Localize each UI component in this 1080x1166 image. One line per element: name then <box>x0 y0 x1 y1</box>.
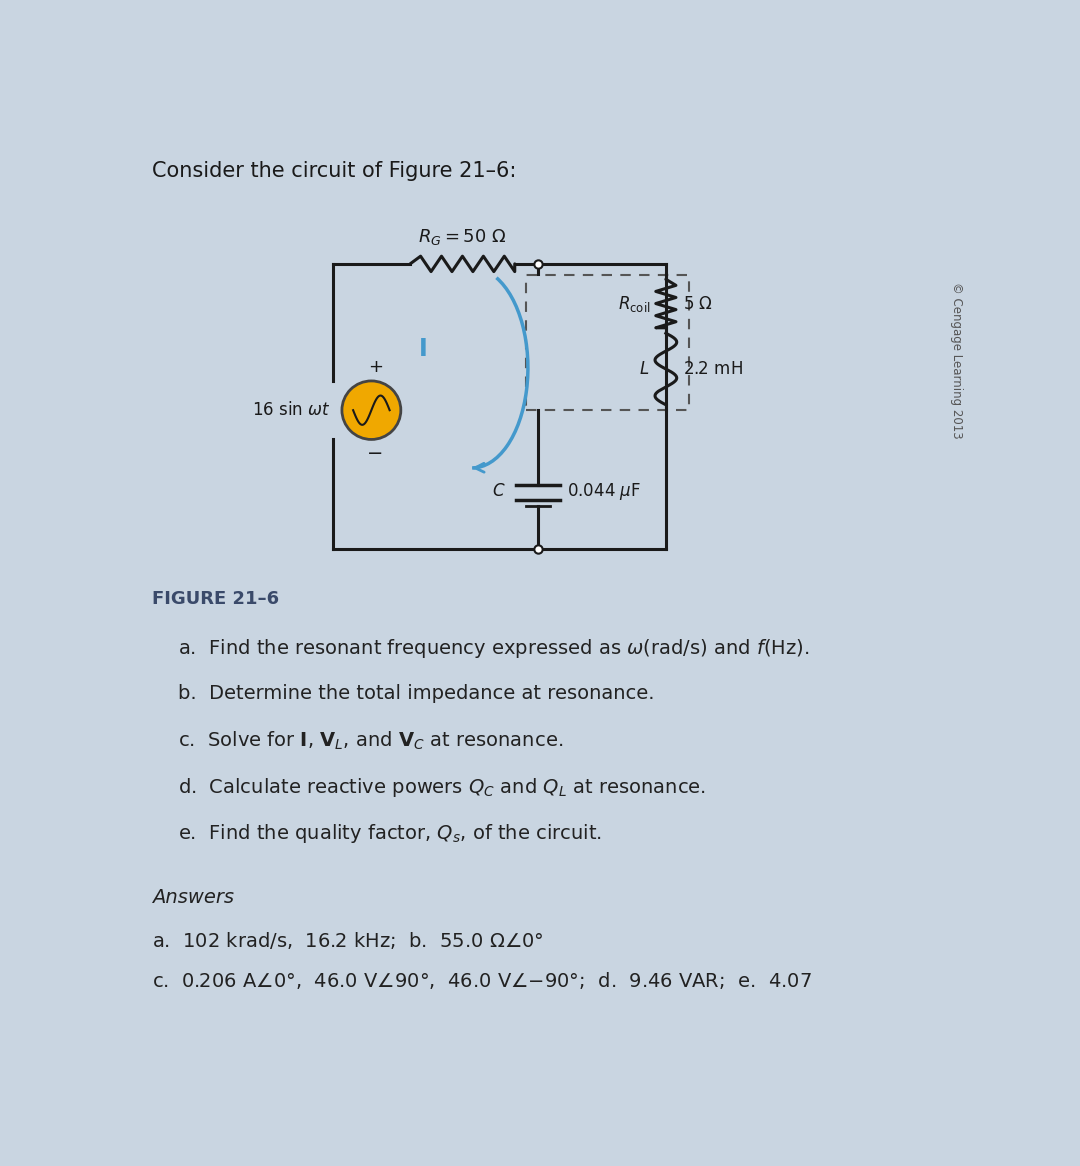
Text: a.  Find the resonant frequency expressed as $\omega$(rad/s) and $f$(Hz).: a. Find the resonant frequency expressed… <box>177 638 809 660</box>
Text: c.  0.206 A$\angle$0°,  46.0 V$\angle$90°,  46.0 V$\angle$$-$90°;  d.  9.46 VAR;: c. 0.206 A$\angle$0°, 46.0 V$\angle$90°,… <box>152 970 812 991</box>
Text: $5\ \Omega$: $5\ \Omega$ <box>683 295 713 312</box>
Text: a.  102 krad/s,  16.2 kHz;  b.  55.0 $\Omega\angle$0°: a. 102 krad/s, 16.2 kHz; b. 55.0 $\Omega… <box>152 930 544 951</box>
Text: Consider the circuit of Figure 21–6:: Consider the circuit of Figure 21–6: <box>152 161 516 182</box>
Text: $R_G = 50\ \Omega$: $R_G = 50\ \Omega$ <box>418 227 507 247</box>
Text: © Cengage Learning 2013: © Cengage Learning 2013 <box>950 282 963 438</box>
Text: d.  Calculate reactive powers $Q_C$ and $Q_L$ at resonance.: d. Calculate reactive powers $Q_C$ and $… <box>177 775 705 799</box>
Text: $2.2\ \mathrm{mH}$: $2.2\ \mathrm{mH}$ <box>683 360 743 378</box>
Circle shape <box>342 381 401 440</box>
Text: e.  Find the quality factor, $Q_s$, of the circuit.: e. Find the quality factor, $Q_s$, of th… <box>177 822 602 845</box>
Text: $C$: $C$ <box>491 482 505 500</box>
Bar <box>526 275 689 410</box>
Text: b.  Determine the total impedance at resonance.: b. Determine the total impedance at reso… <box>177 683 654 703</box>
Text: +: + <box>368 358 382 377</box>
Text: Answers: Answers <box>152 887 234 907</box>
Text: $R_{\rm coil}$: $R_{\rm coil}$ <box>618 294 650 314</box>
Text: c.  Solve for $\mathbf{I}$, $\mathbf{V}_L$, and $\mathbf{V}_C$ at resonance.: c. Solve for $\mathbf{I}$, $\mathbf{V}_L… <box>177 730 563 752</box>
Text: 16 sin $\omega t$: 16 sin $\omega t$ <box>252 401 330 420</box>
Text: $0.044\ \mu\mathrm{F}$: $0.044\ \mu\mathrm{F}$ <box>567 480 642 501</box>
Text: $L$: $L$ <box>638 360 649 378</box>
Text: FIGURE 21–6: FIGURE 21–6 <box>152 590 279 607</box>
Text: −: − <box>367 444 383 463</box>
Text: $\mathbf{I}$: $\mathbf{I}$ <box>418 337 427 360</box>
